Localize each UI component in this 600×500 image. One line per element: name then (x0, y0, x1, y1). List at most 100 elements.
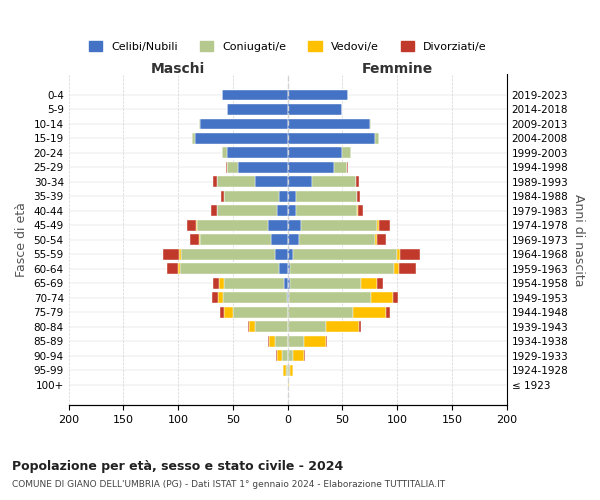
Bar (224, 278, 284, 289)
Bar (196, 220, 197, 231)
Bar (255, 176, 287, 188)
Bar (356, 206, 358, 216)
Bar (287, 206, 296, 216)
Bar (224, 307, 233, 318)
Bar (227, 148, 287, 158)
Bar (287, 350, 293, 362)
Bar (248, 322, 250, 332)
Bar (334, 162, 347, 173)
Bar (326, 322, 359, 332)
Bar (299, 234, 376, 246)
Bar (200, 118, 287, 130)
Bar (220, 307, 224, 318)
Bar (293, 350, 304, 362)
Bar (287, 220, 301, 231)
Bar (400, 264, 416, 274)
Bar (275, 249, 287, 260)
Bar (304, 336, 326, 347)
Bar (393, 292, 398, 304)
Bar (217, 206, 277, 216)
Bar (377, 220, 379, 231)
Bar (377, 234, 386, 246)
Bar (379, 220, 389, 231)
Bar (287, 380, 289, 390)
Bar (190, 234, 199, 246)
Bar (287, 307, 353, 318)
Bar (287, 322, 326, 332)
Bar (287, 176, 312, 188)
Y-axis label: Fasce di età: Fasce di età (15, 202, 28, 278)
Bar (343, 148, 351, 158)
Bar (227, 162, 238, 173)
Bar (361, 278, 377, 289)
Bar (287, 278, 290, 289)
Text: Maschi: Maschi (151, 62, 205, 76)
Bar (222, 90, 287, 101)
Bar (312, 176, 356, 188)
Bar (296, 206, 356, 216)
Bar (376, 133, 379, 144)
Bar (213, 278, 219, 289)
Bar (287, 148, 343, 158)
Bar (233, 307, 287, 318)
Bar (279, 191, 287, 202)
Bar (282, 350, 287, 362)
Bar (377, 278, 383, 289)
Text: Femmine: Femmine (362, 62, 433, 76)
Bar (394, 264, 400, 274)
Bar (371, 292, 393, 304)
Bar (200, 234, 271, 246)
Y-axis label: Anni di nascita: Anni di nascita (572, 194, 585, 286)
Bar (178, 264, 181, 274)
Bar (287, 365, 290, 376)
Bar (290, 365, 293, 376)
Bar (370, 118, 371, 130)
Bar (250, 322, 255, 332)
Bar (289, 292, 371, 304)
Bar (290, 264, 394, 274)
Bar (287, 234, 299, 246)
Bar (287, 162, 334, 173)
Bar (287, 249, 293, 260)
Bar (356, 191, 360, 202)
Bar (255, 322, 287, 332)
Bar (296, 191, 356, 202)
Bar (271, 234, 287, 246)
Bar (193, 133, 194, 144)
Bar (222, 148, 227, 158)
Bar (287, 118, 370, 130)
Bar (211, 206, 217, 216)
Bar (283, 365, 286, 376)
Bar (293, 249, 397, 260)
Bar (226, 162, 227, 173)
Bar (356, 176, 359, 188)
Bar (277, 206, 287, 216)
Bar (277, 350, 282, 362)
Bar (199, 118, 200, 130)
Text: COMUNE DI GIANO DELL'UMBRIA (PG) - Dati ISTAT 1° gennaio 2024 - Elaborazione TUT: COMUNE DI GIANO DELL'UMBRIA (PG) - Dati … (12, 480, 445, 489)
Bar (279, 264, 287, 274)
Bar (326, 336, 327, 347)
Bar (268, 336, 269, 347)
Bar (223, 292, 287, 304)
Bar (287, 336, 304, 347)
Bar (358, 206, 363, 216)
Bar (199, 234, 200, 246)
Bar (290, 278, 361, 289)
Bar (218, 292, 223, 304)
Bar (221, 191, 224, 202)
Bar (359, 322, 361, 332)
Bar (217, 176, 255, 188)
Bar (287, 264, 290, 274)
Bar (181, 264, 279, 274)
Bar (179, 249, 181, 260)
Bar (275, 336, 287, 347)
Bar (301, 220, 377, 231)
Bar (287, 191, 296, 202)
Bar (304, 350, 305, 362)
Bar (347, 162, 348, 173)
Bar (287, 292, 289, 304)
Bar (287, 104, 343, 115)
Bar (400, 249, 420, 260)
Bar (386, 307, 389, 318)
